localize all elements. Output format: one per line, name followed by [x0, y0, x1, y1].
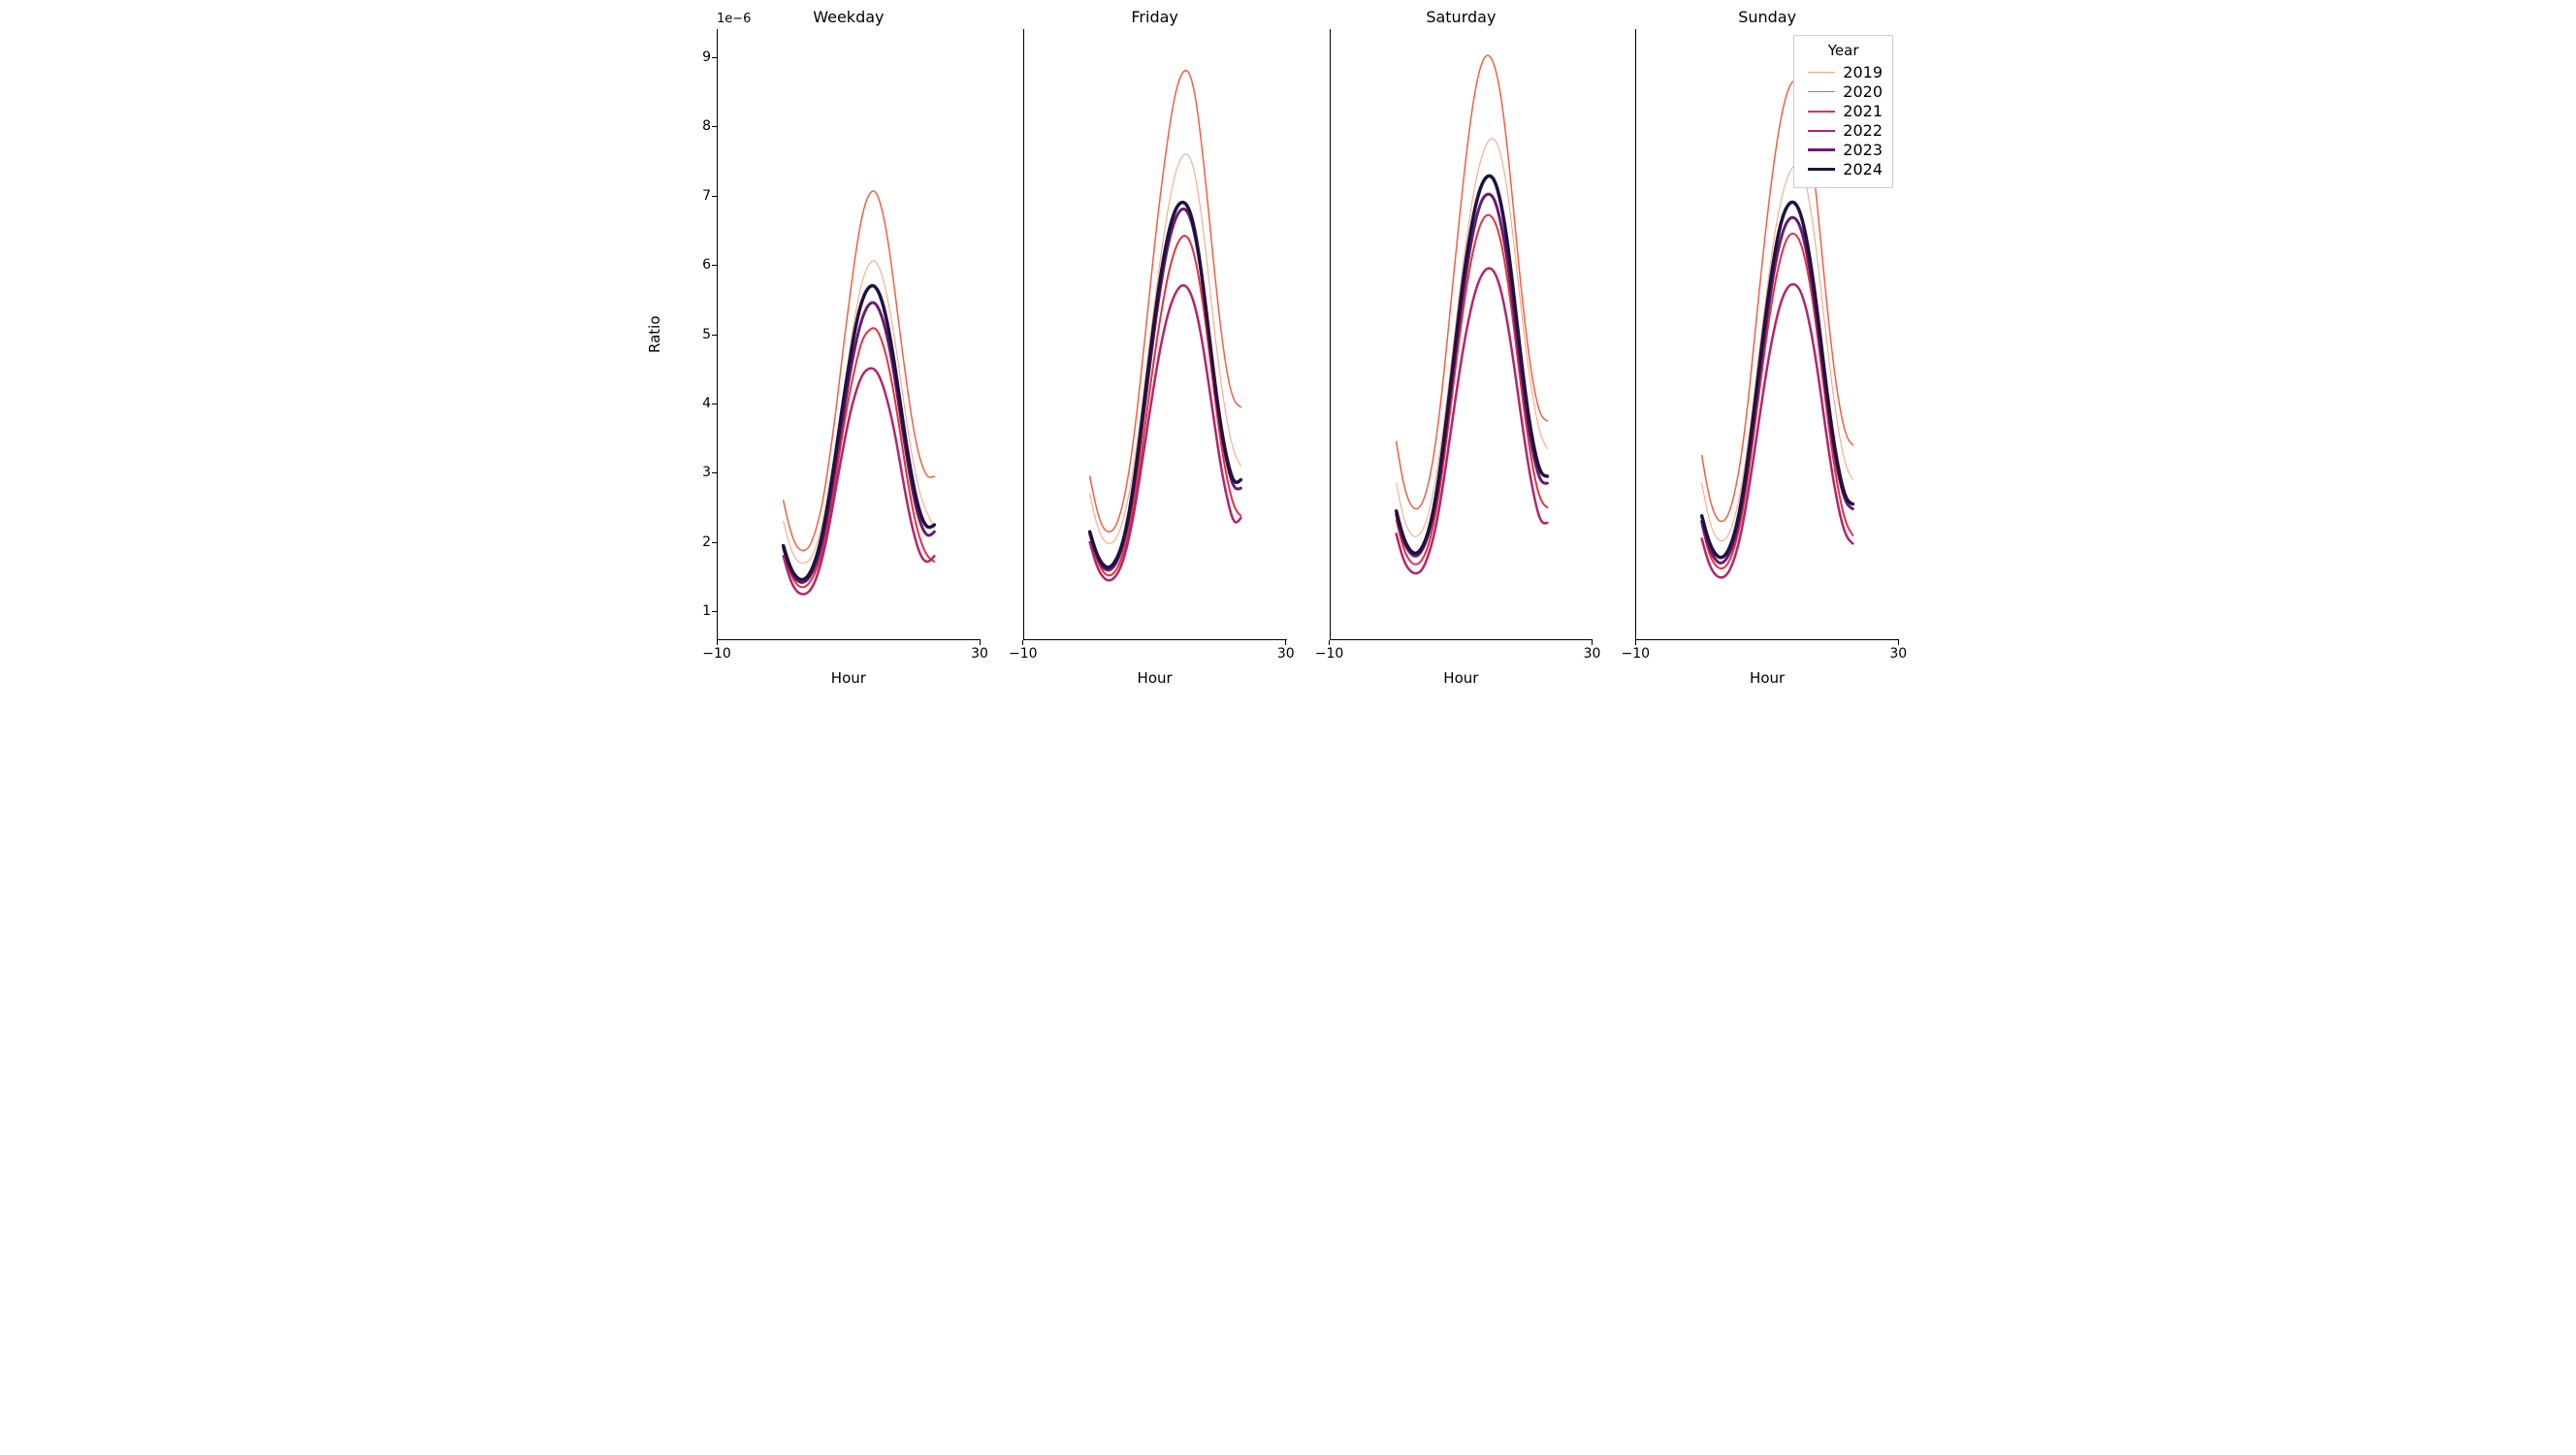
series-2023 [1089, 209, 1240, 569]
legend-swatch [1808, 168, 1835, 171]
series-2019 [1396, 139, 1547, 536]
legend-label: 2021 [1843, 102, 1883, 120]
xtick-mark [1898, 640, 1899, 645]
xtick-label: 30 [1889, 646, 1907, 662]
xtick-mark [1285, 640, 1286, 645]
series-2019 [1702, 165, 1853, 540]
ytick-mark [712, 611, 717, 612]
xtick-label: 30 [971, 646, 988, 662]
ytick-mark [712, 335, 717, 336]
ytick-label: 7 [702, 188, 711, 204]
xtick-label: −10 [1315, 646, 1344, 662]
legend-item-2024: 2024 [1804, 160, 1883, 178]
series-2021 [784, 328, 935, 587]
legend-item-2020: 2020 [1804, 82, 1883, 101]
panel-title: Friday [1023, 8, 1287, 26]
y-axis-label: Ratio [646, 29, 663, 640]
panel-friday: FridayHour−1030 [994, 29, 1291, 669]
legend-label: 2022 [1843, 121, 1883, 140]
xtick-mark [1592, 640, 1593, 645]
legend-item-2022: 2022 [1804, 121, 1883, 140]
ytick-label: 1 [702, 603, 711, 619]
legend-swatch [1808, 111, 1835, 113]
series-2019 [1089, 154, 1240, 544]
ytick-mark [712, 126, 717, 127]
ytick-label: 5 [702, 327, 711, 342]
legend-swatch [1808, 91, 1835, 92]
figure: WeekdayHour1234567891e−6−1030FridayHour−… [644, 0, 1932, 728]
ytick-label: 4 [702, 396, 711, 411]
legend: Year 201920202021202220232024 [1793, 35, 1893, 188]
ytick-label: 6 [702, 257, 711, 273]
series-2023 [784, 303, 935, 582]
xtick-label: 30 [1584, 646, 1601, 662]
xtick-mark [1329, 640, 1330, 645]
ytick-mark [712, 57, 717, 58]
xtick-label: −10 [1621, 646, 1650, 662]
ytick-mark [712, 542, 717, 543]
plot-area [1330, 29, 1594, 640]
legend-item-2019: 2019 [1804, 63, 1883, 81]
x-axis-label: Hour [717, 669, 981, 687]
xtick-label: −10 [1009, 646, 1038, 662]
xtick-label: 30 [1277, 646, 1295, 662]
series-2020 [784, 191, 935, 551]
ytick-label: 9 [702, 49, 711, 65]
x-axis-label: Hour [1330, 669, 1594, 687]
panel-title: Weekday [717, 8, 981, 26]
y-axis-exponent: 1e−6 [717, 12, 751, 26]
ytick-label: 3 [702, 465, 711, 480]
legend-swatch [1808, 72, 1835, 73]
legend-swatch [1808, 130, 1835, 132]
ytick-label: 8 [702, 118, 711, 134]
xtick-mark [1635, 640, 1636, 645]
panels-container: WeekdayHour1234567891e−6−1030FridayHour−… [688, 29, 1903, 669]
xtick-mark [1022, 640, 1023, 645]
xtick-label: −10 [702, 646, 731, 662]
ytick-mark [712, 472, 717, 473]
x-axis-label: Hour [1023, 669, 1287, 687]
legend-swatch [1808, 148, 1835, 151]
legend-label: 2019 [1843, 63, 1883, 81]
series-2024 [1089, 203, 1240, 567]
series-2024 [1396, 176, 1547, 553]
series-2021 [1702, 234, 1853, 568]
xtick-mark [717, 640, 718, 645]
legend-item-2021: 2021 [1804, 102, 1883, 120]
panel-weekday: WeekdayHour1234567891e−6−1030 [688, 29, 984, 669]
legend-title: Year [1804, 42, 1883, 59]
x-axis-label: Hour [1635, 669, 1899, 687]
series-2020 [1089, 71, 1240, 533]
legend-item-2023: 2023 [1804, 141, 1883, 159]
panel-title: Sunday [1635, 8, 1899, 26]
plot-area [1023, 29, 1287, 640]
ytick-mark [712, 265, 717, 266]
xtick-mark [980, 640, 981, 645]
plot-area [717, 29, 981, 640]
legend-label: 2024 [1843, 160, 1883, 178]
panel-saturday: SaturdayHour−1030 [1301, 29, 1597, 669]
legend-label: 2023 [1843, 141, 1883, 159]
series-2022 [1089, 285, 1240, 580]
ytick-mark [712, 196, 717, 197]
ytick-label: 2 [702, 534, 711, 550]
legend-label: 2020 [1843, 82, 1883, 101]
panel-title: Saturday [1330, 8, 1594, 26]
